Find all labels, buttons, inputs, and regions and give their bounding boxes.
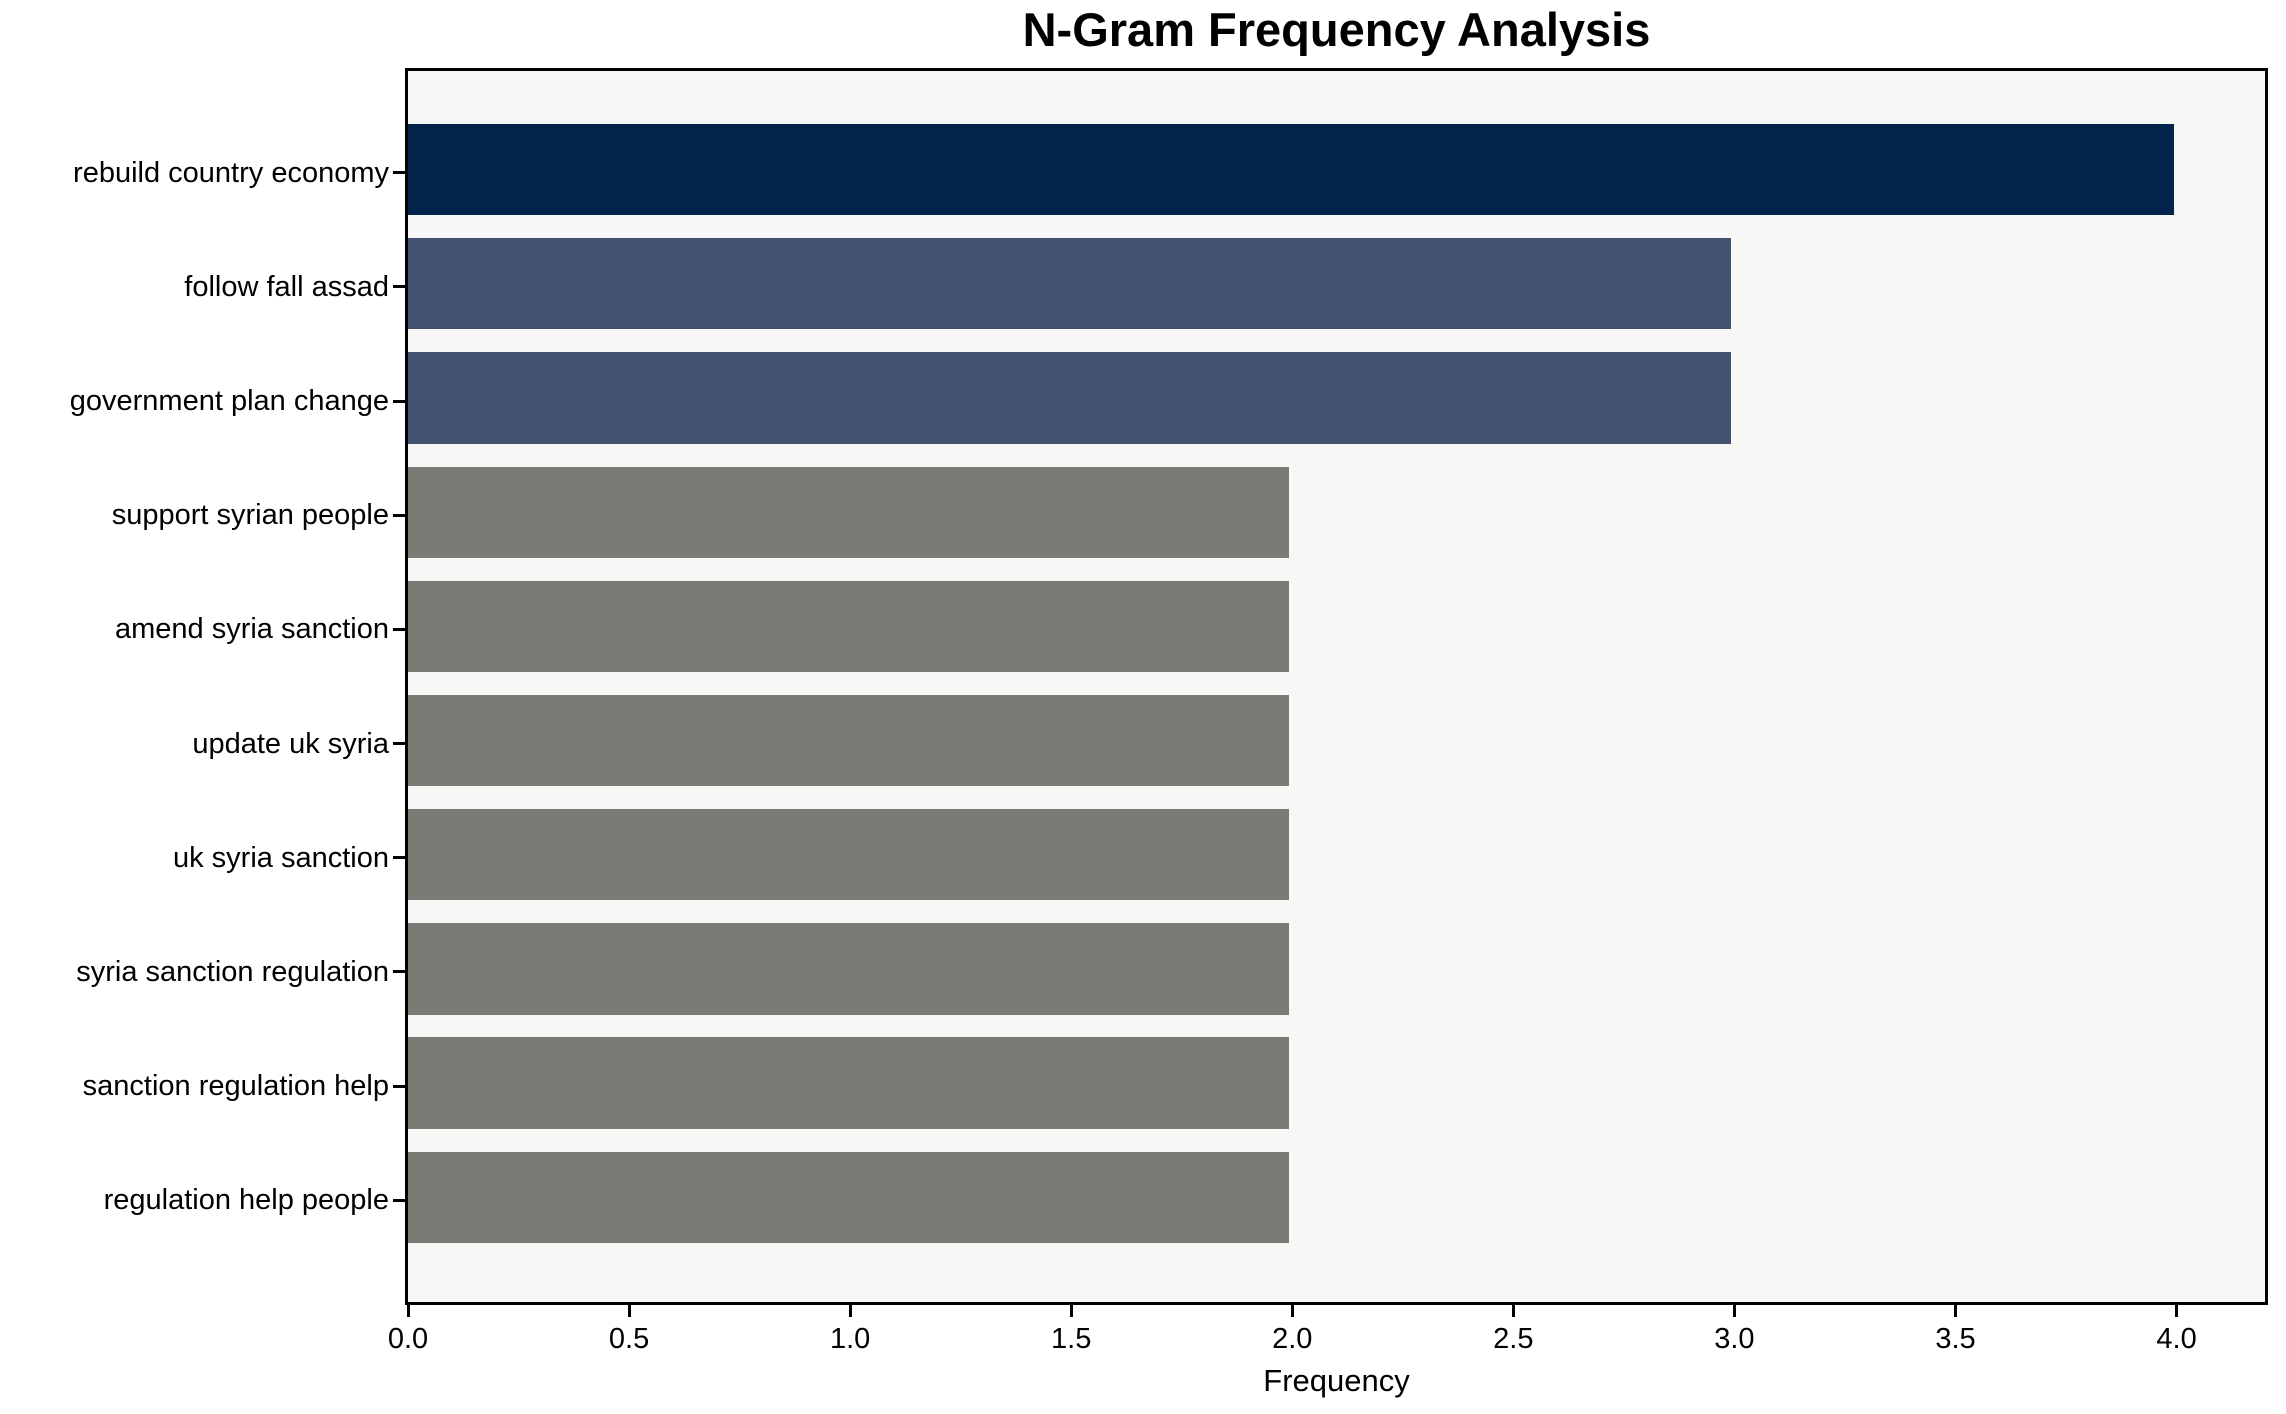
bar-support-syrian-people xyxy=(405,466,1290,558)
x-tick-mark xyxy=(1732,1305,1736,1317)
bar-amend-syria-sanction xyxy=(405,580,1290,673)
bar-government-plan-change xyxy=(405,352,1732,444)
y-tick-mark xyxy=(393,856,405,860)
x-tick-label: 4.0 xyxy=(2156,1323,2197,1355)
y-tick-mark xyxy=(393,399,405,403)
x-tick-mark xyxy=(1290,1305,1294,1317)
y-tick-label: uk syria sanction xyxy=(173,841,389,874)
x-tick-label: 2.0 xyxy=(1272,1323,1313,1355)
bar-follow-fall-assad xyxy=(405,238,1732,330)
y-tick-mark xyxy=(393,742,405,746)
y-tick-label: amend syria sanction xyxy=(114,613,389,646)
x-tick-label: 2.5 xyxy=(1493,1323,1534,1355)
y-tick-label: regulation help people xyxy=(103,1184,389,1217)
y-tick-label: sanction regulation help xyxy=(82,1070,389,1103)
y-tick-mark xyxy=(393,1084,405,1088)
bar-rebuild-country-economy xyxy=(405,123,2174,216)
chart-title: N-Gram Frequency Analysis xyxy=(1022,3,1651,56)
y-tick-mark xyxy=(393,627,405,631)
x-tick-mark xyxy=(1954,1305,1957,1317)
x-tick-label: 0.0 xyxy=(387,1323,429,1355)
plot-area xyxy=(405,68,2268,1305)
x-tick-mark xyxy=(1069,1305,1073,1317)
x-tick-mark xyxy=(2175,1305,2179,1317)
y-tick-label: rebuild country economy xyxy=(73,156,389,189)
bar-sanction-regulation-help xyxy=(405,1037,1290,1129)
x-tick-mark xyxy=(406,1305,410,1317)
bar-regulation-help-people xyxy=(405,1151,1290,1244)
x-tick-mark xyxy=(1511,1305,1515,1317)
bar-syria-sanction-regulation xyxy=(405,923,1290,1015)
x-tick-mark xyxy=(627,1305,631,1317)
y-tick-label: update uk syria xyxy=(192,727,389,760)
bar-uk-syria-sanction xyxy=(405,809,1290,901)
x-tick-label: 3.0 xyxy=(1714,1323,1755,1355)
y-tick-label: support syrian people xyxy=(111,499,389,532)
y-tick-label: follow fall assad xyxy=(184,270,389,303)
bar-update-uk-syria xyxy=(405,694,1290,787)
x-tick-label: 0.5 xyxy=(608,1323,650,1355)
x-tick-mark xyxy=(848,1305,852,1317)
y-tick-label: syria sanction regulation xyxy=(76,955,389,988)
x-tick-label: 1.5 xyxy=(1051,1323,1092,1355)
x-tick-label: 3.5 xyxy=(1935,1323,1976,1355)
x-axis-label: Frequency xyxy=(1263,1363,1410,1398)
y-tick-mark xyxy=(393,513,405,517)
x-tick-label: 1.0 xyxy=(829,1323,871,1355)
y-tick-mark xyxy=(393,171,405,175)
y-tick-mark xyxy=(393,1198,405,1202)
y-tick-label: government plan change xyxy=(69,385,389,418)
y-tick-mark xyxy=(393,970,405,974)
y-tick-mark xyxy=(393,285,405,289)
